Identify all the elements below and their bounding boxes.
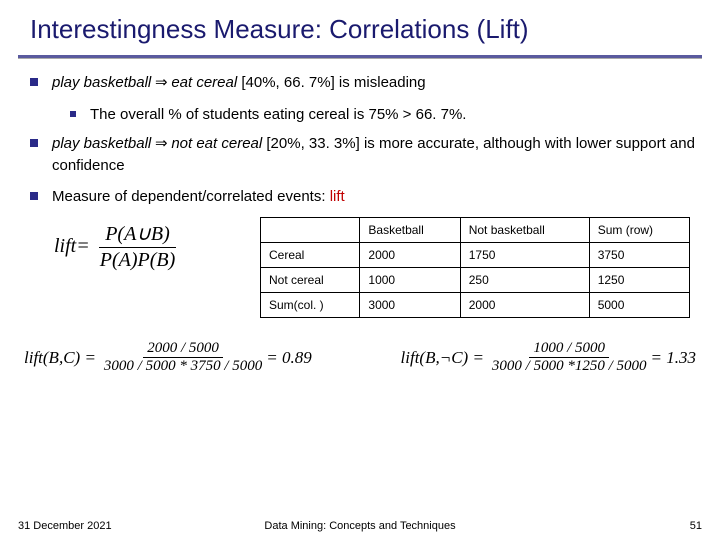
bullet-icon — [70, 111, 76, 117]
f3-rhs: = 1.33 — [651, 348, 696, 368]
cell: 3750 — [589, 243, 689, 268]
b2-pre: play basketball — [52, 135, 151, 152]
f2-num: 2000 / 5000 — [143, 340, 223, 358]
b1-mid: eat cereal — [171, 74, 237, 91]
th-blank — [261, 218, 360, 243]
contingency-table-wrap: Basketball Not basketball Sum (row) Cere… — [260, 217, 696, 318]
formula-table-row: lift = P(A∪B) P(A)P(B) Basketball Not ba… — [30, 217, 696, 318]
fraction: 1000 / 5000 3000 / 5000 *1250 / 5000 — [488, 340, 651, 375]
th-sum-row: Sum (row) — [589, 218, 689, 243]
th-basketball: Basketball — [360, 218, 460, 243]
f1-eq: = — [76, 235, 90, 258]
footer-center: Data Mining: Concepts and Techniques — [264, 520, 455, 532]
lift-formula: lift = P(A∪B) P(A)P(B) — [30, 217, 260, 272]
b1-pre: play basketball — [52, 74, 151, 91]
cell: 1750 — [460, 243, 589, 268]
implies-icon: ⇒ — [151, 136, 171, 152]
f2-rhs: = 0.89 — [266, 348, 311, 368]
lift-bc-formula: lift(B,C) = 2000 / 5000 3000 / 5000 * 37… — [24, 340, 312, 375]
f1-den: P(A)P(B) — [94, 248, 182, 272]
cell: 2000 — [360, 243, 460, 268]
cell: 2000 — [460, 293, 589, 318]
cell: Not cereal — [261, 268, 360, 293]
f1-num: P(A∪B) — [99, 221, 176, 248]
f2-den: 3000 / 5000 * 3750 / 5000 — [100, 358, 266, 375]
table-row: Not cereal 1000 250 1250 — [261, 268, 690, 293]
bullet-icon — [30, 139, 38, 147]
bullet-3-text: Measure of dependent/correlated events: … — [52, 186, 696, 207]
footer: 31 December 2021 Data Mining: Concepts a… — [0, 520, 720, 532]
footer-page: 51 — [690, 520, 702, 532]
bullet-1-text: play basketball ⇒ eat cereal [40%, 66. 7… — [52, 72, 696, 94]
content-area: play basketball ⇒ eat cereal [40%, 66. 7… — [0, 72, 720, 318]
f3-den: 3000 / 5000 *1250 / 5000 — [488, 358, 651, 375]
footer-date: 31 December 2021 — [18, 520, 112, 532]
b1-post: [40%, 66. 7%] is misleading — [237, 74, 425, 91]
table-row: Sum(col. ) 3000 2000 5000 — [261, 293, 690, 318]
cell: 1000 — [360, 268, 460, 293]
f2-lhs: lift(B,C) = — [24, 348, 96, 368]
cell: Sum(col. ) — [261, 293, 360, 318]
b3-red: lift — [330, 188, 345, 205]
f3-lhs: lift(B,¬C) = — [401, 348, 484, 368]
cell: 3000 — [360, 293, 460, 318]
cell: 5000 — [589, 293, 689, 318]
lift-bnotc-formula: lift(B,¬C) = 1000 / 5000 3000 / 5000 *12… — [401, 340, 696, 375]
title-underline — [18, 55, 702, 58]
fraction: P(A∪B) P(A)P(B) — [94, 221, 182, 272]
cell: 250 — [460, 268, 589, 293]
bullet-1: play basketball ⇒ eat cereal [40%, 66. 7… — [30, 72, 696, 94]
slide-title: Interestingness Measure: Correlations (L… — [0, 0, 720, 51]
th-not-basketball: Not basketball — [460, 218, 589, 243]
bullet-1-sub: The overall % of students eating cereal … — [70, 104, 696, 125]
bullet-icon — [30, 78, 38, 86]
bullet-2-text: play basketball ⇒ not eat cereal [20%, 3… — [52, 133, 696, 176]
cell: 1250 — [589, 268, 689, 293]
table-header-row: Basketball Not basketball Sum (row) — [261, 218, 690, 243]
bottom-formulas: lift(B,C) = 2000 / 5000 3000 / 5000 * 37… — [0, 318, 720, 375]
fraction: 2000 / 5000 3000 / 5000 * 3750 / 5000 — [100, 340, 266, 375]
cell: Cereal — [261, 243, 360, 268]
f1-lhs: lift — [54, 235, 76, 258]
contingency-table: Basketball Not basketball Sum (row) Cere… — [260, 217, 690, 318]
bullet-3: Measure of dependent/correlated events: … — [30, 186, 696, 207]
b1-sub-text: The overall % of students eating cereal … — [90, 104, 696, 125]
bullet-2: play basketball ⇒ not eat cereal [20%, 3… — [30, 133, 696, 176]
bullet-icon — [30, 192, 38, 200]
b2-mid: not eat cereal — [171, 135, 262, 152]
table-row: Cereal 2000 1750 3750 — [261, 243, 690, 268]
f3-num: 1000 / 5000 — [529, 340, 609, 358]
b3-pre: Measure of dependent/correlated events: — [52, 188, 330, 205]
implies-icon: ⇒ — [151, 75, 171, 91]
